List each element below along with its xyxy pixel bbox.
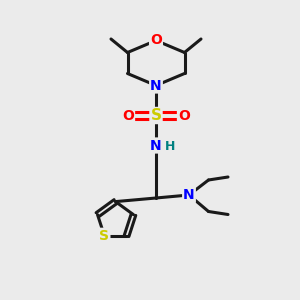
Text: O: O — [150, 34, 162, 47]
Text: N: N — [150, 79, 162, 92]
Text: N: N — [183, 188, 195, 202]
Text: N: N — [150, 139, 162, 152]
Text: H: H — [164, 140, 175, 154]
Text: S: S — [151, 108, 161, 123]
Text: O: O — [178, 109, 190, 122]
Text: S: S — [99, 229, 110, 243]
Text: O: O — [122, 109, 134, 122]
